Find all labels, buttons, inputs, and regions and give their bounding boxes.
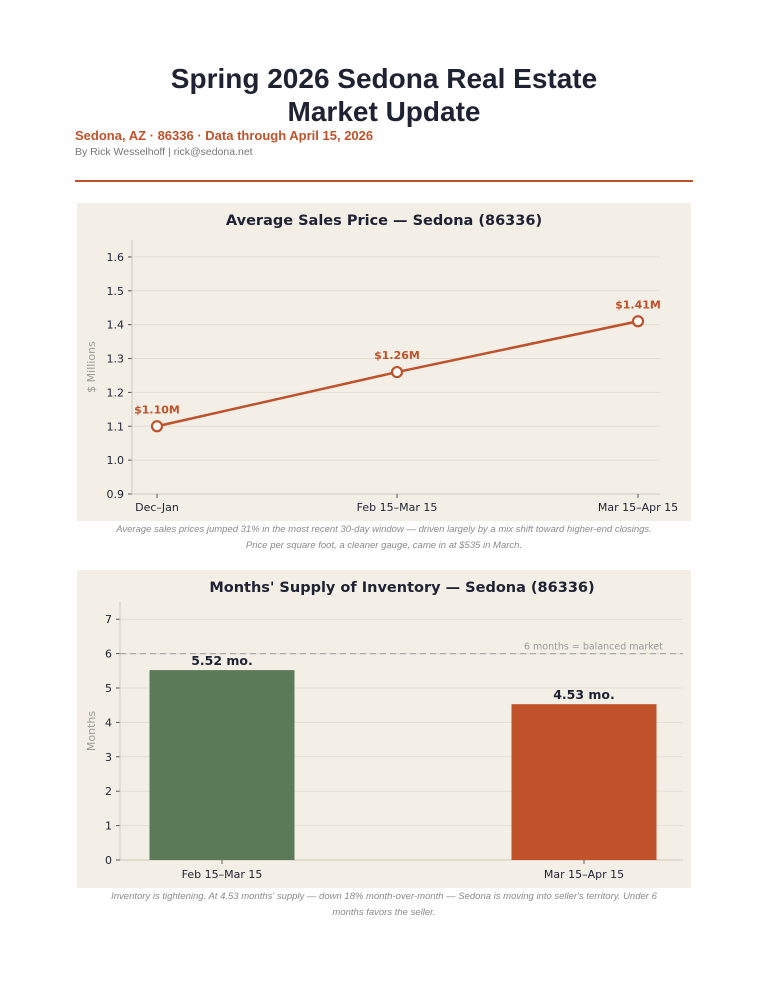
price-data-point <box>390 365 404 379</box>
y-tick-label: 1 <box>105 820 112 833</box>
page-title-line-1: Spring 2026 Sedona Real Estate <box>170 63 598 94</box>
price-data-label: $1.41M <box>615 298 661 311</box>
supply-caption-line-2: months favors the seller. <box>332 907 436 918</box>
supply-chart-caption: Inventory is tightening. At 4.53 months'… <box>70 889 698 921</box>
months-supply-chart: Months' Supply of Inventory — Sedona (86… <box>77 570 691 888</box>
y-tick-label: 1.1 <box>107 420 125 433</box>
chart-title: Months' Supply of Inventory — Sedona (86… <box>209 580 594 596</box>
y-tick-label: 6 <box>105 648 112 661</box>
y-tick-label: 2 <box>105 785 112 798</box>
y-axis-label: $ Millions <box>85 341 98 393</box>
x-tick-label: Mar 15–Apr 15 <box>544 868 624 881</box>
price-caption-line-1: Average sales prices jumped 31% in the m… <box>116 524 652 535</box>
supply-bar-label: 4.53 mo. <box>553 687 615 702</box>
author-byline: By Rick Wesselhoff | rick@sedona.net <box>75 146 253 158</box>
y-tick-label: 1.4 <box>107 319 125 332</box>
x-tick-label: Feb 15–Mar 15 <box>357 501 438 514</box>
supply-bar <box>149 670 295 860</box>
x-tick-label: Feb 15–Mar 15 <box>182 868 263 881</box>
y-tick-label: 1.0 <box>107 454 125 467</box>
y-tick-label: 5 <box>105 682 112 695</box>
supply-chart-svg: Months' Supply of Inventory — Sedona (86… <box>85 580 683 881</box>
y-tick-label: 1.6 <box>107 251 125 264</box>
y-axis-label: Months <box>85 711 98 751</box>
page-subtitle: Sedona, AZ · 86336 · Data through April … <box>75 128 374 143</box>
price-data-label: $1.26M <box>374 349 420 362</box>
page-title-line-2: Market Update <box>287 96 481 127</box>
price-data-point <box>150 420 164 433</box>
y-tick-label: 7 <box>105 613 112 626</box>
page-title: Spring 2026 Sedona Real Estate Market Up… <box>0 62 768 128</box>
x-tick-label: Dec–Jan <box>135 501 179 514</box>
y-tick-label: 1.3 <box>107 353 125 366</box>
supply-caption-line-1: Inventory is tightening. At 4.53 months'… <box>111 891 657 902</box>
average-sales-price-chart: Average Sales Price — Sedona (86336) 0.9 1… <box>77 203 691 521</box>
y-tick-label: 0 <box>105 854 112 867</box>
y-tick-label: 1.5 <box>107 285 125 298</box>
x-tick-label: Mar 15–Apr 15 <box>598 501 678 514</box>
reference-line-label: 6 months = balanced market <box>524 642 663 653</box>
price-data-point <box>631 315 645 328</box>
chart-title: Average Sales Price — Sedona (86336) <box>226 213 542 229</box>
y-tick-label: 3 <box>105 751 112 764</box>
y-tick-label: 4 <box>105 716 112 729</box>
price-data-label: $1.10M <box>134 403 180 416</box>
y-tick-label: 0.9 <box>107 488 125 501</box>
supply-bar <box>511 704 657 860</box>
price-caption-line-2: Price per square foot, a cleaner gauge, … <box>245 540 523 551</box>
price-chart-svg: Average Sales Price — Sedona (86336) 0.9 1… <box>85 213 678 514</box>
supply-bar-label: 5.52 mo. <box>191 653 253 668</box>
y-tick-label: 1.2 <box>107 386 125 399</box>
header-divider <box>75 180 693 182</box>
price-chart-caption: Average sales prices jumped 31% in the m… <box>70 522 698 554</box>
